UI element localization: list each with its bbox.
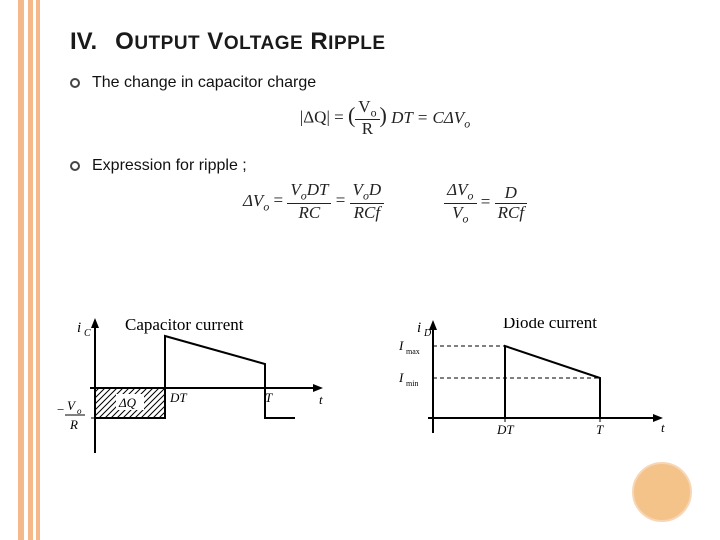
svg-text:D: D bbox=[423, 328, 432, 339]
svg-text:T: T bbox=[265, 390, 273, 405]
svg-text:−: − bbox=[57, 402, 64, 417]
svg-text:Diode current: Diode current bbox=[503, 318, 597, 332]
formula-2a: ΔVo = VoDT RC = VoD RCf bbox=[243, 181, 384, 225]
svg-text:i: i bbox=[417, 320, 421, 336]
svg-text:R: R bbox=[69, 417, 78, 432]
bullet-icon bbox=[70, 161, 80, 171]
heading-number: IV. bbox=[70, 28, 97, 56]
f1-frac: Vo R bbox=[355, 98, 379, 139]
diagram-capacitor-current: DTTtiCCapacitor currentΔQ−VoR bbox=[55, 318, 355, 518]
formula-1: |ΔQ| = ( Vo R ) DT = CΔVo bbox=[70, 98, 700, 139]
bullet-icon bbox=[70, 78, 80, 88]
svg-text:Capacitor current: Capacitor current bbox=[125, 318, 244, 334]
formula-2b: ΔVo Vo = D RCf bbox=[444, 181, 527, 225]
diagrams-row: DTTtiCCapacitor currentΔQ−VoR ImaxIminDT… bbox=[55, 318, 695, 518]
svg-text:max: max bbox=[406, 347, 420, 356]
svg-text:min: min bbox=[406, 379, 418, 388]
left-accent-stripe bbox=[18, 0, 40, 540]
svg-text:ΔQ: ΔQ bbox=[118, 395, 137, 410]
slide-heading: IV. OUTPUT VOLTAGE RIPPLE bbox=[70, 28, 700, 56]
svg-text:V: V bbox=[67, 398, 77, 413]
bullet-1: The change in capacitor charge bbox=[70, 74, 700, 92]
f1-lhs: |ΔQ| = bbox=[300, 108, 344, 127]
accent-circle-icon bbox=[632, 462, 692, 522]
svg-text:I: I bbox=[398, 370, 404, 385]
svg-text:DT: DT bbox=[169, 390, 187, 405]
bullet-2-text: Expression for ripple ; bbox=[92, 157, 247, 175]
svg-text:t: t bbox=[661, 420, 665, 435]
svg-text:I: I bbox=[398, 338, 404, 353]
svg-text:T: T bbox=[596, 422, 604, 437]
svg-text:DT: DT bbox=[496, 422, 514, 437]
heading-title: OUTPUT VOLTAGE RIPPLE bbox=[115, 28, 385, 56]
svg-text:t: t bbox=[319, 392, 323, 407]
bullet-2: Expression for ripple ; bbox=[70, 157, 700, 175]
slide-content: IV. OUTPUT VOLTAGE RIPPLE The change in … bbox=[70, 28, 700, 243]
svg-text:i: i bbox=[77, 320, 81, 336]
formula-2: ΔVo = VoDT RC = VoD RCf ΔVo Vo = D RCf bbox=[70, 181, 700, 225]
svg-text:C: C bbox=[84, 328, 91, 339]
bullet-1-text: The change in capacitor charge bbox=[92, 74, 316, 92]
capacitor-current-svg: DTTtiCCapacitor currentΔQ−VoR bbox=[55, 318, 355, 508]
